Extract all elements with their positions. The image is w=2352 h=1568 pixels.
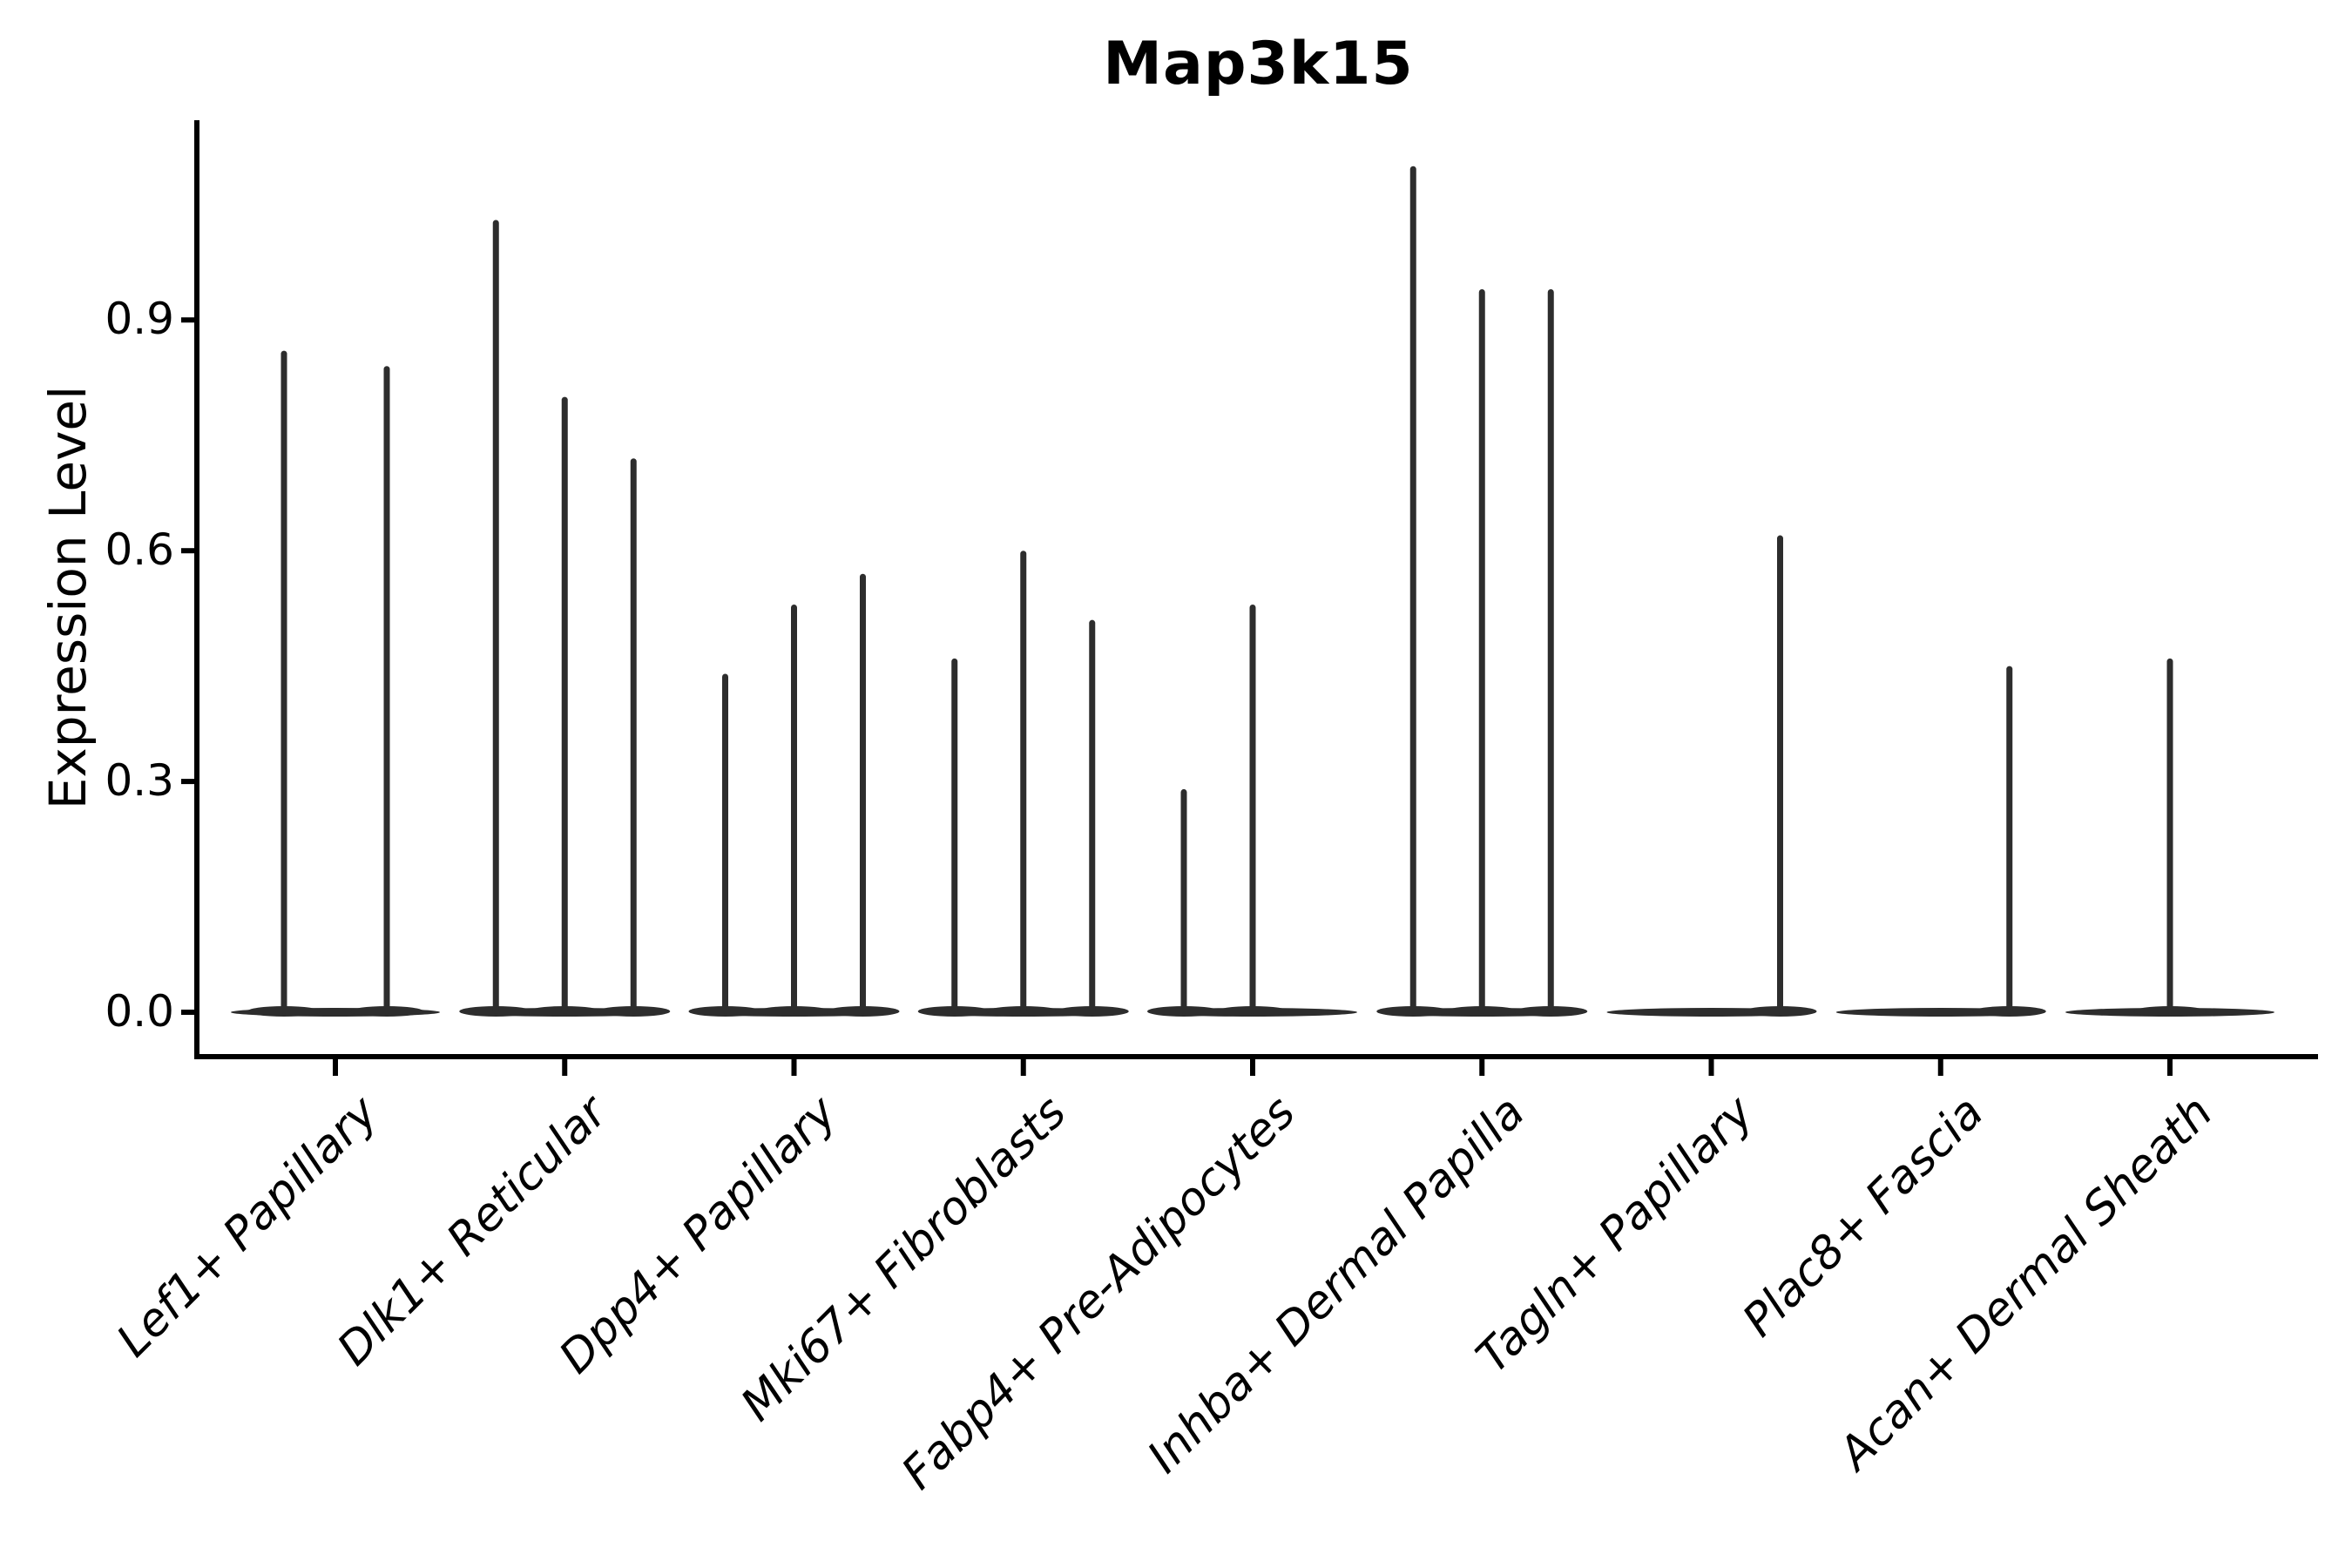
violin-spike [1020, 551, 1027, 1014]
violin-spike [791, 605, 797, 1014]
chart-title: Map3k15 [1103, 30, 1414, 98]
violin-spike [1547, 288, 1554, 1015]
y-tick-label: 0.9 [105, 294, 174, 345]
violin-spike [492, 220, 499, 1014]
violin-spike [2166, 658, 2173, 1014]
violin-spike [722, 673, 728, 1014]
violin-spike [1409, 166, 1416, 1014]
violin-spike [1249, 605, 1256, 1014]
violin-spike [860, 573, 866, 1014]
violin-spike [1478, 288, 1485, 1015]
violin-spike [630, 458, 637, 1014]
y-tick-label: 0.3 [105, 754, 174, 806]
violin-spike [951, 658, 958, 1014]
violin-spike [1180, 788, 1187, 1014]
violin-spike [561, 396, 568, 1015]
violin-spike [2006, 666, 2013, 1014]
y-tick-label: 0.0 [105, 985, 174, 1037]
violin-spike [1089, 619, 1096, 1014]
violin-spike [280, 350, 287, 1014]
y-axis-title: Expression Level [38, 385, 98, 810]
violin-spike [383, 366, 390, 1014]
y-tick-label: 0.6 [105, 524, 174, 576]
violin-spike [1777, 535, 1783, 1014]
